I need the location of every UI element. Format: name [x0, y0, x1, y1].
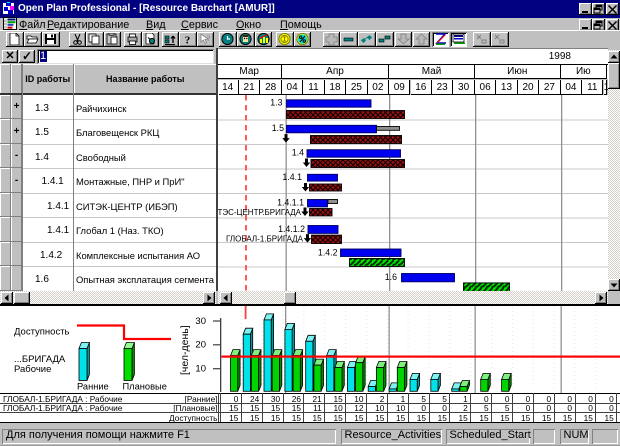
svg-text:20: 20	[195, 340, 206, 351]
svg-text:10: 10	[195, 364, 206, 375]
svg-text:[чел-день]: [чел-день]	[179, 325, 191, 375]
svg-text:ТЭС-ЦЕНТР.БРИГАДА: ТЭС-ЦЕНТР.БРИГАДА	[218, 207, 302, 216]
svg-text:...БРИГАДА: ...БРИГАДА	[14, 354, 66, 365]
svg-text:1.6: 1.6	[384, 272, 396, 282]
svg-text:1.3: 1.3	[270, 97, 282, 107]
svg-text:1.4.1.2: 1.4.1.2	[278, 223, 305, 233]
svg-text:1.4.1.1: 1.4.1.1	[277, 197, 304, 207]
svg-text:1.5: 1.5	[271, 123, 283, 133]
svg-text:1.4: 1.4	[291, 147, 303, 157]
svg-text:Рабочие: Рабочие	[14, 364, 51, 375]
svg-text:1.4.2: 1.4.2	[317, 247, 337, 257]
svg-text:ГЛОБАЛ-1.БРИГАДА: ГЛОБАЛ-1.БРИГАДА	[225, 234, 303, 243]
svg-text:30: 30	[195, 316, 206, 327]
svg-text:Ранние: Ранние	[77, 382, 109, 392]
svg-text:Доступность: Доступность	[14, 327, 70, 338]
svg-text:1.4.1: 1.4.1	[282, 172, 302, 182]
svg-text:?: ?	[185, 35, 191, 46]
svg-text:?: ?	[206, 34, 210, 43]
svg-text:Плановые: Плановые	[123, 382, 167, 392]
